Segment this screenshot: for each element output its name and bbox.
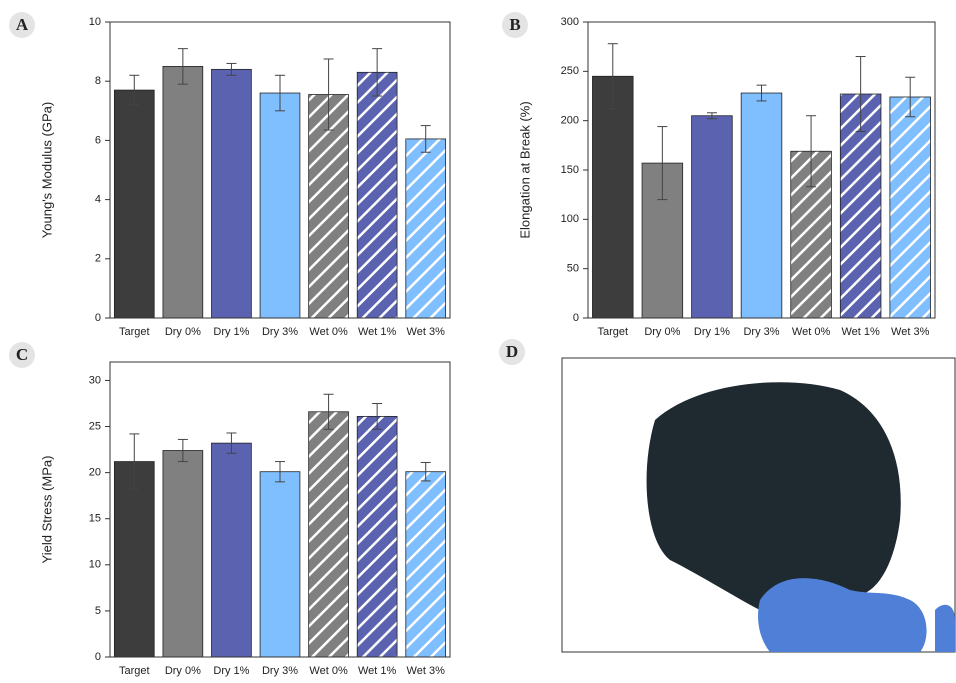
x-tick-label: Wet 1%: [841, 326, 880, 338]
y-tick-label: 100: [561, 213, 579, 225]
y-tick-label: 300: [561, 16, 579, 28]
x-tick-label: Dry 3%: [262, 665, 298, 677]
y-tick-label: 0: [573, 312, 579, 324]
x-tick-label: Wet 0%: [792, 326, 831, 338]
bar: [163, 451, 203, 658]
y-tick-label: 200: [561, 115, 579, 127]
x-tick-label: Wet 1%: [358, 326, 397, 338]
y-tick-label: 4: [95, 194, 101, 206]
y-tick-label: 5: [95, 605, 101, 617]
x-tick-label: Dry 0%: [165, 326, 201, 338]
bar: [212, 443, 252, 657]
x-tick-label: Dry 0%: [644, 326, 680, 338]
bar: [114, 462, 154, 657]
y-tick-label: 30: [89, 374, 101, 386]
y-axis-label: Yield Stress (MPa): [39, 456, 54, 564]
bar: [692, 116, 733, 318]
bar: [212, 69, 252, 318]
x-tick-label: Wet 0%: [309, 326, 348, 338]
y-tick-label: 6: [95, 134, 101, 146]
y-tick-label: 2: [95, 253, 101, 265]
y-tick-label: 0: [95, 312, 101, 324]
x-tick-label: Dry 3%: [262, 326, 298, 338]
bar: [890, 97, 931, 318]
x-tick-label: Wet 1%: [358, 665, 397, 677]
x-tick-label: Dry 1%: [694, 326, 730, 338]
bar: [406, 472, 446, 657]
y-tick-label: 50: [567, 263, 579, 275]
panel-label: C: [16, 345, 28, 364]
y-tick-label: 10: [89, 559, 101, 571]
x-tick-label: Wet 0%: [309, 665, 348, 677]
panel-label: D: [506, 342, 518, 361]
y-tick-label: 8: [95, 75, 101, 87]
x-tick-label: Wet 3%: [407, 326, 446, 338]
x-tick-label: Target: [119, 665, 150, 677]
y-tick-label: 20: [89, 467, 101, 479]
photo-glove: [935, 605, 955, 652]
x-tick-label: Dry 1%: [213, 665, 249, 677]
photo: [562, 358, 955, 652]
y-tick-label: 10: [89, 16, 101, 28]
bar: [309, 412, 349, 657]
y-tick-label: 0: [95, 651, 101, 663]
panel-label: A: [16, 15, 29, 34]
bar: [260, 93, 300, 318]
bar: [357, 72, 397, 318]
y-tick-label: 25: [89, 420, 101, 432]
bar: [741, 93, 782, 318]
bar: [406, 139, 446, 318]
x-tick-label: Wet 3%: [407, 665, 446, 677]
x-tick-label: Target: [597, 326, 628, 338]
bar: [163, 66, 203, 318]
y-axis-label: Young's Modulus (GPa): [39, 102, 54, 238]
bar: [592, 76, 633, 318]
bar: [357, 416, 397, 657]
figure: D A 0 2 4 6 8 10 Young's Modulus (GPa) Target Dry…: [0, 0, 956, 678]
y-axis-label: Elongation at Break (%): [517, 101, 532, 238]
y-tick-label: 150: [561, 164, 579, 176]
x-tick-label: Wet 3%: [891, 326, 930, 338]
x-tick-label: Target: [119, 326, 150, 338]
y-tick-label: 250: [561, 65, 579, 77]
x-tick-label: Dry 1%: [213, 326, 249, 338]
y-tick-label: 15: [89, 513, 101, 525]
panel-label: B: [509, 15, 520, 34]
x-tick-label: Dry 3%: [743, 326, 779, 338]
bar: [114, 90, 154, 318]
x-tick-label: Dry 0%: [165, 665, 201, 677]
bar: [260, 472, 300, 657]
